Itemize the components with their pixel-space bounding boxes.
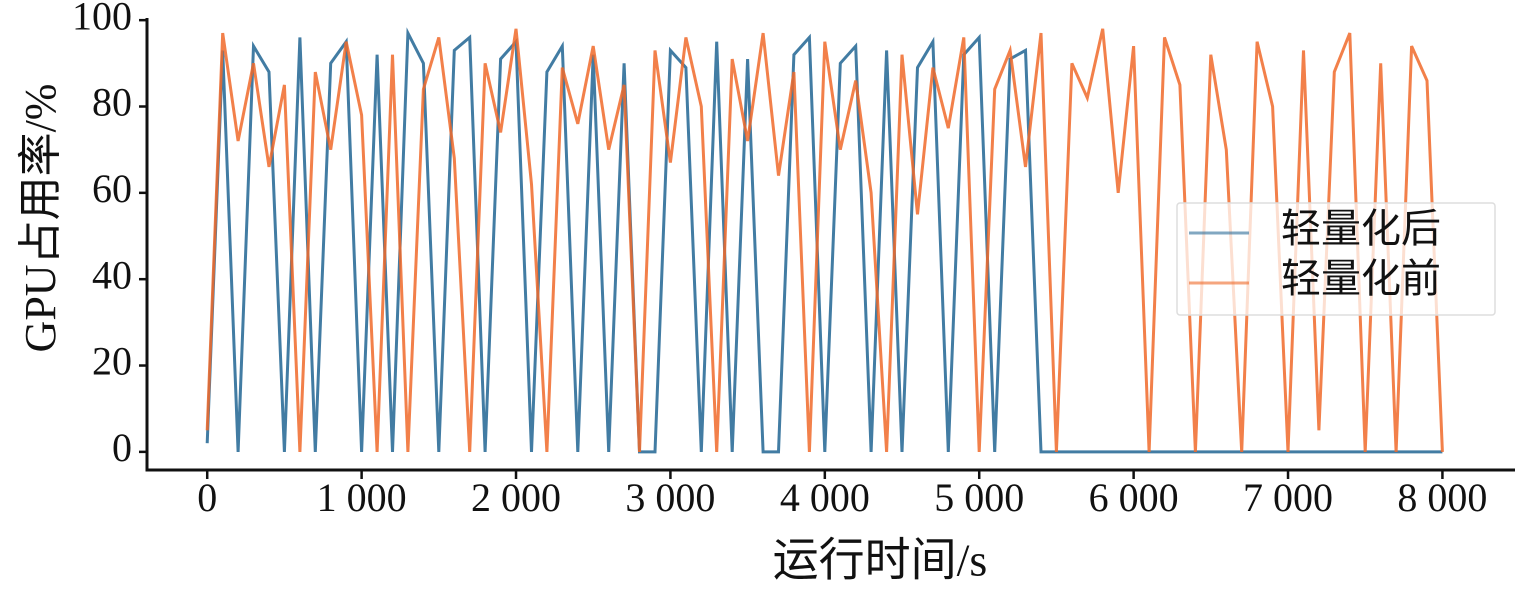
x-tick-label: 0: [197, 475, 217, 520]
legend-box: [1176, 202, 1496, 316]
series-line: [205, 27, 1443, 454]
x-tick-label: 3 000: [625, 475, 715, 520]
x-tick-label: 7 000: [1243, 475, 1333, 520]
y-tick-label: 40: [92, 252, 132, 297]
x-tick-label: 8 000: [1397, 475, 1487, 520]
y-axis-label: GPU占用率/%: [16, 84, 65, 353]
series-line: [205, 28, 1444, 452]
y-tick-label: 60: [92, 166, 132, 211]
y-tick-label: 0: [112, 425, 132, 470]
y-tick-label: 100: [72, 0, 132, 38]
y-tick-label: 80: [92, 80, 132, 125]
y-tick-label: 20: [92, 339, 132, 384]
x-tick-label: 6 000: [1089, 475, 1179, 520]
x-tick-label: 1 000: [317, 475, 407, 520]
x-tick-label: 5 000: [934, 475, 1024, 520]
legend-label: 轻量化后: [1281, 206, 1441, 251]
legend-label: 轻量化前: [1281, 256, 1441, 301]
x-tick-label: 2 000: [471, 475, 561, 520]
x-tick-label: 4 000: [780, 475, 870, 520]
x-axis-label: 运行时间/s: [773, 535, 988, 586]
